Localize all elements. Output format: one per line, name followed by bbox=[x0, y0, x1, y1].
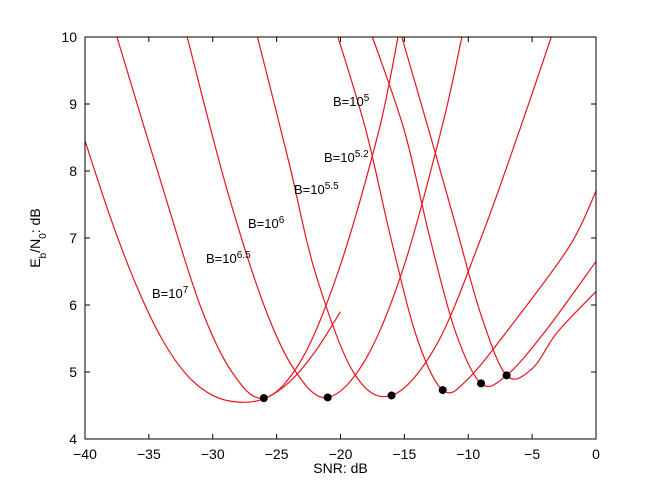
curve-label-exponent-5: 7 bbox=[183, 285, 189, 296]
minimum-marker-5 bbox=[259, 394, 268, 403]
x-axis-title: SNR: dB bbox=[313, 460, 367, 476]
x-tick-label-7: −5 bbox=[524, 446, 540, 462]
curve-label-5: B=107 bbox=[152, 285, 189, 302]
y-tick-label-3: 7 bbox=[69, 230, 77, 246]
y-axis-title-sub1: b bbox=[38, 252, 49, 258]
series-line-3 bbox=[256, 36, 552, 398]
curve-label-base-2: B=10 bbox=[294, 182, 325, 197]
x-tick-label-4: −20 bbox=[329, 446, 353, 462]
y-axis-title-main2: /N bbox=[27, 239, 43, 253]
minimum-marker-2 bbox=[438, 386, 447, 395]
curve-label-base-4: B=10 bbox=[206, 251, 237, 266]
curve-label-4: B=106.5 bbox=[206, 250, 251, 267]
curve-label-base-3: B=10 bbox=[248, 216, 279, 231]
curve-label-0: B=105 bbox=[333, 93, 370, 110]
curve-label-base-1: B=10 bbox=[324, 150, 355, 165]
curve-label-base-5: B=10 bbox=[152, 286, 183, 301]
curve-label-exponent-0: 5 bbox=[364, 93, 370, 104]
x-tick-label-6: −10 bbox=[456, 446, 480, 462]
series-line-4 bbox=[186, 36, 463, 399]
curve-label-1: B=105.2 bbox=[324, 149, 369, 166]
y-tick-label-5: 9 bbox=[69, 96, 77, 112]
curve-label-base-0: B=10 bbox=[333, 94, 364, 109]
x-tick-label-0: −40 bbox=[73, 446, 97, 462]
ticks-layer: −40 −35 −30 −25 −20 −15 −10 −5 0 4 5 6 7 8 9 10 bbox=[61, 29, 600, 462]
curve-label-exponent-1: 5.2 bbox=[355, 149, 369, 160]
x-tick-label-5: −15 bbox=[393, 446, 417, 462]
curve-label-exponent-3: 6 bbox=[279, 215, 285, 226]
minimum-marker-3 bbox=[387, 391, 396, 400]
curve-label-3: B=106 bbox=[248, 215, 285, 232]
series-line-6 bbox=[84, 140, 342, 403]
y-tick-label-4: 8 bbox=[69, 163, 77, 179]
y-tick-label-2: 6 bbox=[69, 297, 77, 313]
x-tick-label-3: −25 bbox=[265, 446, 289, 462]
curve-label-exponent-2: 5.5 bbox=[325, 181, 339, 192]
y-axis-title-main1: E bbox=[27, 258, 43, 267]
minimum-marker-0 bbox=[502, 371, 511, 380]
x-tick-label-1: −35 bbox=[137, 446, 161, 462]
y-tick-label-1: 5 bbox=[69, 364, 77, 380]
y-axis-title: Eb/N0: dB bbox=[27, 208, 49, 267]
series-line-2 bbox=[337, 36, 597, 394]
x-tick-label-2: −30 bbox=[201, 446, 225, 462]
curves-layer bbox=[84, 36, 597, 403]
x-tick-label-8: 0 bbox=[592, 446, 600, 462]
minimum-marker-1 bbox=[477, 379, 486, 388]
series-line-0 bbox=[401, 36, 597, 380]
y-tick-label-6: 10 bbox=[61, 29, 77, 45]
curve-label-2: B=105.5 bbox=[294, 181, 339, 198]
series-line-1 bbox=[371, 36, 597, 388]
markers-layer bbox=[259, 371, 511, 403]
curve-label-exponent-4: 6.5 bbox=[237, 250, 251, 261]
y-axis-title-sub2: 0 bbox=[38, 233, 49, 239]
minimum-marker-4 bbox=[323, 393, 332, 402]
y-tick-label-0: 4 bbox=[69, 431, 77, 447]
y-axis-title-tail: : dB bbox=[27, 208, 43, 233]
